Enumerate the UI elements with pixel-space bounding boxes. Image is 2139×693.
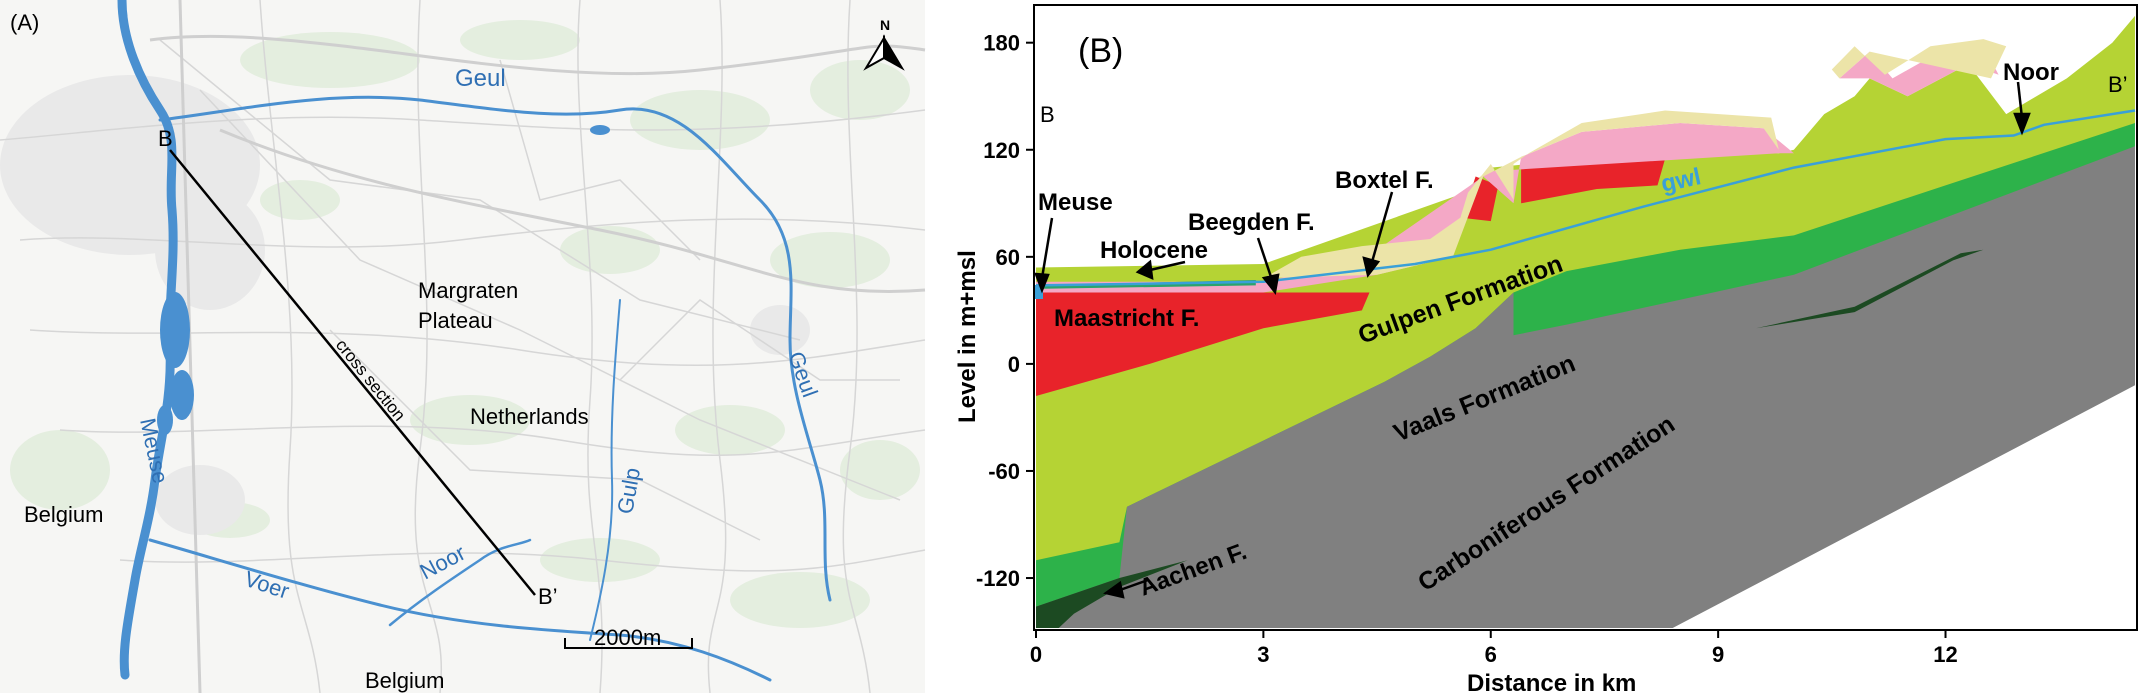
x-axis-title: Distance in km — [1467, 670, 1636, 693]
urban-areas — [0, 75, 810, 535]
x-tick-label: 12 — [1933, 642, 1957, 667]
y-tick-label: -120 — [976, 566, 1020, 591]
x-tick-label: 0 — [1030, 642, 1042, 667]
belgium-west-label: Belgium — [24, 502, 103, 527]
geul-north-label: Geul — [455, 65, 506, 92]
annotation-arrows — [1034, 81, 2031, 599]
strata-layers — [1036, 15, 2135, 628]
meuse-marker — [1034, 285, 1043, 299]
noor-river — [388, 538, 532, 627]
panel-b-label: (B) — [1078, 32, 1123, 70]
scalebar: 2000m — [564, 625, 693, 650]
belgium-south-label: Belgium — [365, 668, 444, 693]
margraten-label: Margraten — [418, 278, 518, 303]
beegden-layer — [1263, 110, 1779, 279]
cross-section-line — [169, 149, 536, 596]
point-b-label: B — [158, 126, 173, 151]
holocene-annotation: Holocene — [1100, 237, 1208, 264]
white-strip-right — [1672, 385, 2135, 628]
aachen-layer-upper — [1756, 249, 1984, 329]
panel-a-label: (A) — [10, 10, 39, 35]
y-tick-label: 0 — [1008, 352, 1020, 377]
scalebar-label: 2000m — [594, 625, 661, 650]
netherlands-label: Netherlands — [470, 404, 589, 429]
beegden-annotation: Beegden F. — [1188, 209, 1315, 236]
y-tick-label: 120 — [983, 138, 1020, 163]
section-end-b-prime: B’ — [2108, 72, 2128, 97]
y-axis-title: Level in m+msl — [954, 250, 981, 423]
x-tick-label: 3 — [1257, 642, 1269, 667]
plateau-label: Plateau — [418, 308, 493, 333]
x-tick-label: 6 — [1485, 642, 1497, 667]
road-network — [0, 0, 926, 693]
y-axis-ticks: 180 120 60 0 -60 -120 — [976, 31, 1034, 591]
beegden-hill-right — [1831, 39, 2007, 79]
north-arrow-icon: N — [863, 17, 905, 71]
boxtel-annotation: Boxtel F. — [1335, 167, 1434, 194]
panel-b-cross-section: (B) B B’ Meuse Holocene Beegden F. Boxte… — [954, 4, 2138, 693]
maastricht-annotation: Maastricht F. — [1054, 305, 1199, 332]
panel-a-map: (A) B B’ cross section Margraten Plateau… — [0, 0, 926, 693]
y-tick-label: -60 — [988, 459, 1020, 484]
north-arrow-label: N — [880, 17, 890, 33]
plot-frame — [1033, 4, 2138, 631]
point-b-prime-label: B’ — [538, 584, 558, 609]
noor-annotation: Noor — [2003, 59, 2059, 86]
vegetation-patches — [10, 20, 920, 628]
maastricht-layer — [1036, 292, 1370, 396]
aachen-layer — [1036, 560, 1188, 628]
x-axis-ticks: 0 3 6 9 12 — [1030, 630, 1958, 667]
y-tick-label: 180 — [983, 31, 1020, 56]
gulp-river — [589, 299, 621, 641]
section-end-b: B — [1040, 102, 1055, 127]
water-bodies — [157, 125, 610, 435]
y-tick-label: 60 — [996, 245, 1020, 270]
carboniferous-layer — [1036, 146, 2135, 628]
x-tick-label: 9 — [1712, 642, 1724, 667]
groundwater-level-line — [1035, 109, 2136, 287]
geul-river — [158, 95, 832, 602]
meuse-annotation: Meuse — [1038, 189, 1113, 216]
